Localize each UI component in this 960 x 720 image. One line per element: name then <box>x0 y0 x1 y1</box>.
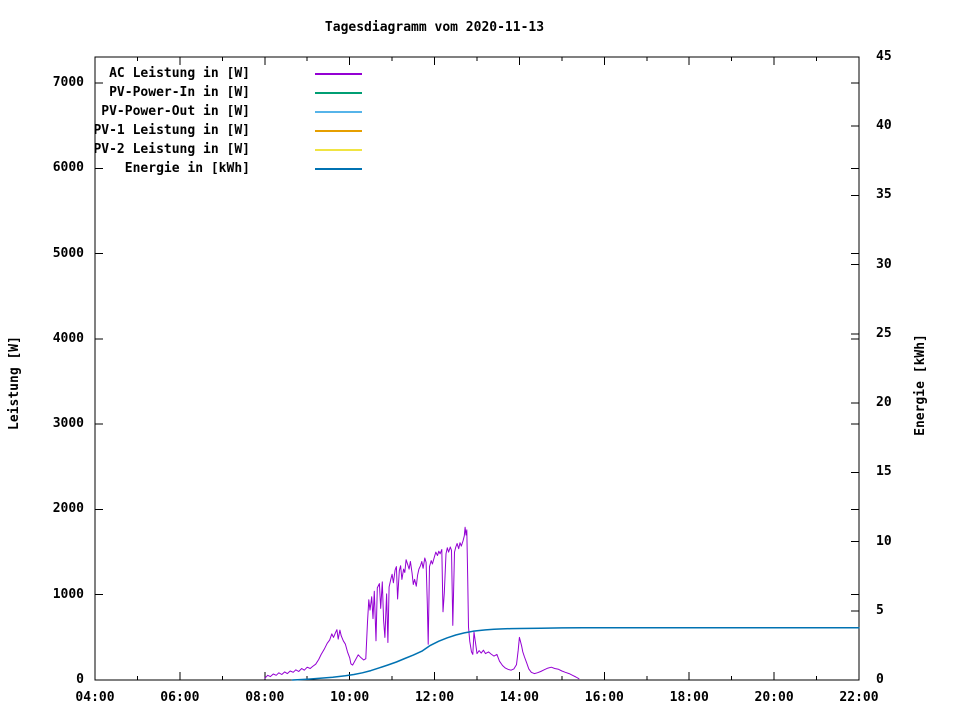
y-right-tick-label: 0 <box>876 672 884 687</box>
y-right-tick-label: 40 <box>876 118 892 134</box>
y-right-tick-label: 15 <box>876 464 892 480</box>
legend-line-sample <box>315 92 362 94</box>
y-left-tick-label: 0 <box>76 672 84 687</box>
y-right-tick-label: 35 <box>876 187 892 203</box>
y-right-tick-label: 5 <box>876 602 884 618</box>
y-left-tick-label: 7000 <box>52 75 84 90</box>
x-tick-label: 06:00 <box>160 690 200 705</box>
legend-label-pv-1-leistung: PV-1 Leistung in [W] <box>93 123 250 138</box>
y-left-tick-label: 4000 <box>52 330 84 346</box>
y-left-tick-label: 5000 <box>52 245 84 261</box>
legend-line-sample <box>315 168 362 170</box>
x-tick-label: 18:00 <box>669 690 709 705</box>
x-tick-label: 16:00 <box>584 690 624 705</box>
x-tick-label: 04:00 <box>75 690 115 705</box>
y-left-tick-label: 3000 <box>52 416 84 432</box>
legend-line-sample <box>315 73 362 75</box>
legend-label-pv-power-in: PV-Power-In in [W] <box>109 85 250 100</box>
y-right-tick-label: 45 <box>876 49 892 64</box>
legend-line-sample <box>315 111 362 113</box>
legend-label-ac-leistung: AC Leistung in [W] <box>109 66 250 81</box>
legend-line-sample <box>315 130 362 132</box>
series-line-ac-leistung-in-w- <box>264 526 580 680</box>
series-line-energie-in-kwh- <box>291 626 860 681</box>
x-tick-label: 20:00 <box>754 690 794 705</box>
y-right-tick-label: 30 <box>876 256 892 272</box>
x-tick-label: 10:00 <box>330 690 370 705</box>
chart-title: Tagesdiagramm vom 2020-11-13 <box>324 20 545 35</box>
y-right-tick-label: 20 <box>876 395 892 411</box>
y-left-tick-label: 6000 <box>52 160 84 176</box>
x-tick-label: 14:00 <box>499 690 539 705</box>
legend-label-pv-2-leistung: PV-2 Leistung in [W] <box>93 142 250 157</box>
y-left-tick-label: 2000 <box>52 501 84 517</box>
x-tick-label: 12:00 <box>414 690 455 705</box>
legend-label-energie: Energie in [kWh] <box>124 161 250 176</box>
x-tick-label: 08:00 <box>245 690 285 705</box>
y-right-tick-label: 25 <box>876 325 892 341</box>
y-right-tick-label: 10 <box>876 533 892 549</box>
y-left-tick-label: 1000 <box>52 586 84 602</box>
legend-label-pv-power-out: PV-Power-Out in [W] <box>101 104 250 119</box>
x-tick-label: 22:00 <box>839 690 879 705</box>
legend-line-sample <box>315 149 362 151</box>
